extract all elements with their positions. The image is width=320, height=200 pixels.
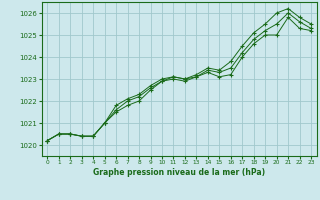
X-axis label: Graphe pression niveau de la mer (hPa): Graphe pression niveau de la mer (hPa): [93, 168, 265, 177]
